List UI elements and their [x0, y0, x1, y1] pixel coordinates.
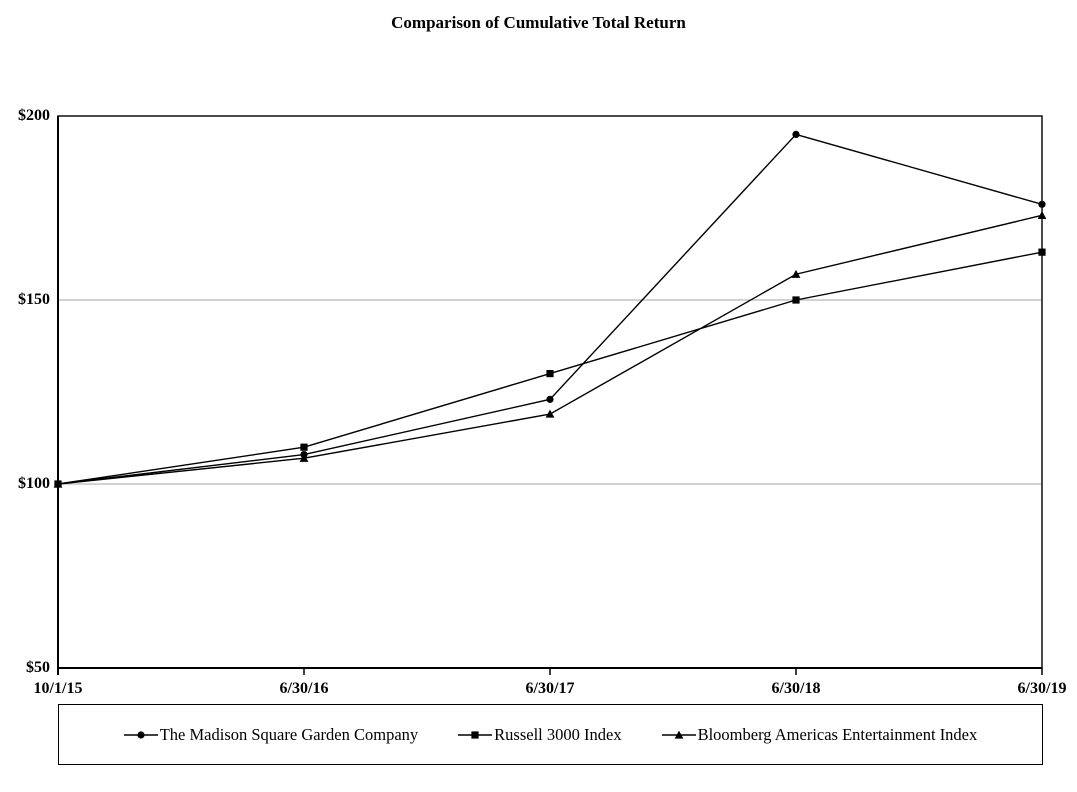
x-axis-tick-label: 10/1/15	[33, 680, 83, 697]
y-axis-tick-label: $200	[18, 107, 50, 124]
data-point-triangle-marker	[1037, 210, 1047, 219]
x-axis-tick-label: 6/30/16	[279, 680, 329, 697]
series-line-bloomberg-americas-entertainment-index	[57, 214, 1043, 485]
chart-title: Comparison of Cumulative Total Return	[391, 13, 686, 32]
plot-area	[53, 115, 1047, 675]
legend-triangle-marker	[674, 730, 683, 739]
data-point-square-marker	[546, 370, 554, 378]
legend-item-russell-3000-index: Russell 3000 Index	[458, 724, 622, 745]
y-axis-tick-label: $50	[26, 659, 50, 676]
x-axis-tick-label: 6/30/17	[525, 680, 575, 697]
plot-border	[57, 115, 1043, 669]
legend-triangle-icon	[661, 730, 696, 739]
data-point-triangle-marker	[791, 269, 801, 278]
legend-item-bloomberg-americas-entertainment-index: Bloomberg Americas Entertainment Index	[661, 724, 978, 745]
data-point-circle-marker	[1038, 200, 1046, 208]
legend-item-the-madison-square-garden-company: The Madison Square Garden Company	[123, 724, 419, 745]
legend-item-label: Russell 3000 Index	[494, 724, 622, 744]
data-point-triangle-marker	[545, 409, 555, 418]
data-point-circle-marker	[792, 130, 800, 138]
legend-square-icon	[458, 730, 493, 739]
y-axis-tick-label: $100	[18, 475, 50, 492]
legend: The Madison Square Garden Company Russell…	[58, 704, 1043, 765]
legend-circle-icon	[123, 730, 158, 739]
data-point-square-marker	[300, 443, 308, 451]
x-axis-tick-label: 6/30/18	[771, 680, 821, 697]
series-line-russell-3000-index	[57, 251, 1043, 485]
data-point-square-marker	[1038, 248, 1046, 256]
data-point-square-marker	[792, 296, 800, 304]
data-point-triangle-marker	[53, 479, 63, 488]
legend-item-label: The Madison Square Garden Company	[159, 724, 419, 744]
series-line-the-madison-square-garden-company	[57, 133, 1043, 485]
data-point-triangle-marker	[299, 453, 309, 462]
x-axis-tick-label: 6/30/19	[1017, 680, 1067, 697]
legend-item-label: Bloomberg Americas Entertainment Index	[697, 724, 978, 744]
data-point-circle-marker	[546, 395, 554, 403]
legend-circle-marker	[137, 730, 145, 739]
legend-square-marker	[471, 730, 479, 739]
y-axis-tick-label: $150	[18, 291, 50, 308]
